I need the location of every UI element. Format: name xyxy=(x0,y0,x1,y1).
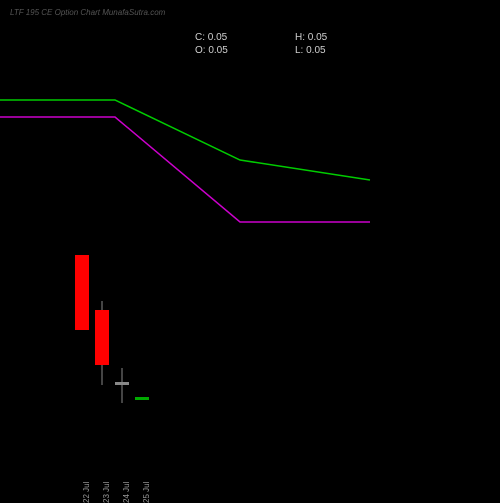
candle-body xyxy=(135,397,149,400)
indicator-line-green xyxy=(0,100,370,180)
candle-body xyxy=(75,255,89,330)
chart-container: LTF 195 CE Option Chart MunafaSutra.com … xyxy=(0,0,500,500)
indicator-line-magenta xyxy=(0,117,370,222)
candle-body xyxy=(115,382,129,385)
plot-svg xyxy=(0,0,500,500)
candles-group xyxy=(75,255,149,403)
candle-body xyxy=(95,310,109,365)
